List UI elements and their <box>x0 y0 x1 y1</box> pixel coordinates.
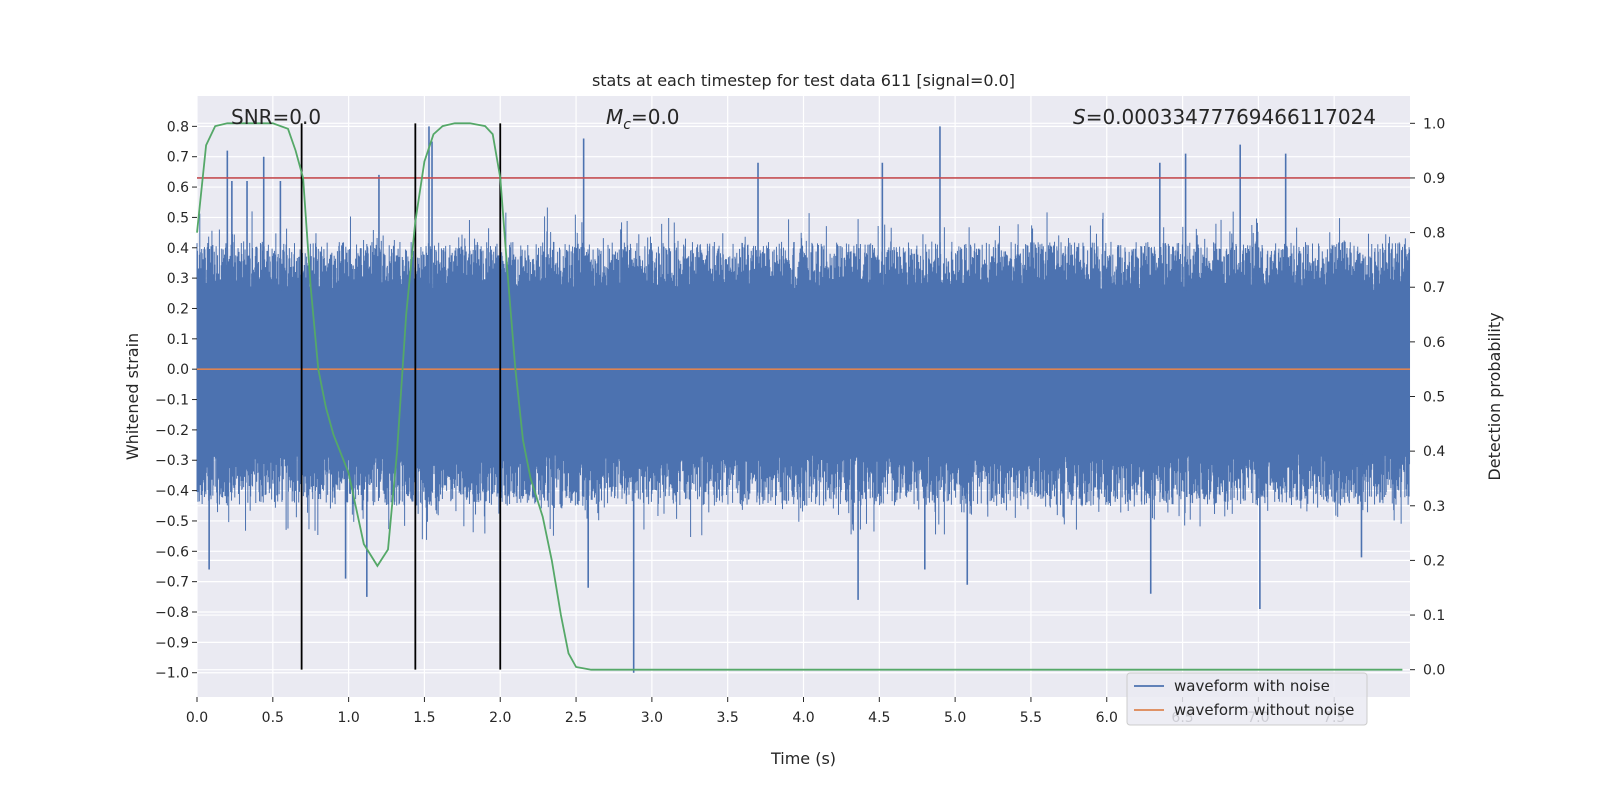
snr-annotation: SNR=0.0 <box>231 105 321 129</box>
y-tick-label: 0.2 <box>167 301 189 317</box>
y-tick-label: −0.1 <box>155 393 189 409</box>
x-tick-label: 5.5 <box>1020 710 1042 726</box>
y-tick-label: −0.7 <box>155 575 189 591</box>
y2-tick-label: 0.4 <box>1423 444 1445 460</box>
detection-probability-line <box>196 122 1403 671</box>
x-tick-label: 3.0 <box>641 710 663 726</box>
y2-tick-label: 0.6 <box>1423 335 1445 351</box>
legend-label-waveform-with-noise: waveform with noise <box>1174 677 1330 695</box>
x-tick-label: 6.0 <box>1096 710 1118 726</box>
overlay-series <box>196 122 1410 671</box>
x-tick-label: 0.0 <box>186 710 208 726</box>
y-tick-label: −0.9 <box>155 635 189 651</box>
x-tick-label: 5.0 <box>944 710 966 726</box>
y-tick-label: 0.3 <box>167 271 189 287</box>
chirp-mass-annotation: Mc=0.0 <box>606 105 680 133</box>
y2-axis-label: Detection probability <box>1485 312 1504 480</box>
mc-value: =0.0 <box>631 105 680 129</box>
y-tick-label: 0.4 <box>167 241 189 257</box>
y2-tick-label: 0.0 <box>1423 663 1445 679</box>
y2-tick-label: 0.7 <box>1423 280 1445 296</box>
y-tick-label: −0.8 <box>155 605 189 621</box>
mc-subscript: c <box>623 117 631 133</box>
s-value: =0.00033477769466117024 <box>1086 105 1376 129</box>
y-tick-label: −1.0 <box>155 666 189 682</box>
y-tick-label: −0.2 <box>155 423 189 439</box>
y2-tick-label: 0.8 <box>1423 226 1445 242</box>
y-tick-label: 0.0 <box>167 362 189 378</box>
y-tick-label: 0.8 <box>167 119 189 135</box>
y2-tick-label: 0.9 <box>1423 171 1445 187</box>
y2-tick-label: 0.2 <box>1423 553 1445 569</box>
x-tick-label: 3.5 <box>717 710 739 726</box>
legend-box <box>1126 672 1368 726</box>
y-tick-label: 0.6 <box>167 180 189 196</box>
y-tick-label: 0.1 <box>167 332 189 348</box>
x-tick-label: 2.5 <box>565 710 587 726</box>
y-axis-label: Whitened strain <box>123 333 142 460</box>
x-tick-label: 1.0 <box>337 710 359 726</box>
y2-tick-label: 0.1 <box>1423 608 1445 624</box>
mc-symbol: M <box>606 105 623 129</box>
legend-label-waveform-without-noise: waveform without noise <box>1174 701 1354 719</box>
y-tick-label: 0.7 <box>167 150 189 166</box>
s-annotation: S=0.00033477769466117024 <box>1073 105 1376 129</box>
y-tick-label: −0.3 <box>155 453 189 469</box>
y-tick-label: 0.5 <box>167 210 189 226</box>
s-symbol: S <box>1073 105 1086 129</box>
y2-tick-label: 0.3 <box>1423 499 1445 515</box>
x-tick-label: 1.5 <box>413 710 435 726</box>
x-tick-label: 2.0 <box>489 710 511 726</box>
y-tick-label: −0.4 <box>155 484 189 500</box>
x-tick-label: 0.5 <box>262 710 284 726</box>
x-tick-label: 4.0 <box>792 710 814 726</box>
y-tick-label: −0.6 <box>155 544 189 560</box>
x-tick-label: 4.5 <box>868 710 890 726</box>
y2-tick-label: 0.5 <box>1423 390 1445 406</box>
x-axis-label: Time (s) <box>770 749 836 768</box>
axes: 0.00.51.01.52.02.53.03.54.04.55.05.56.06… <box>155 116 1445 726</box>
legend: waveform with noise waveform without noi… <box>1126 672 1368 726</box>
y2-tick-label: 1.0 <box>1423 116 1445 132</box>
y-tick-label: −0.5 <box>155 514 189 530</box>
chart-title: stats at each timestep for test data 611… <box>592 71 1015 90</box>
